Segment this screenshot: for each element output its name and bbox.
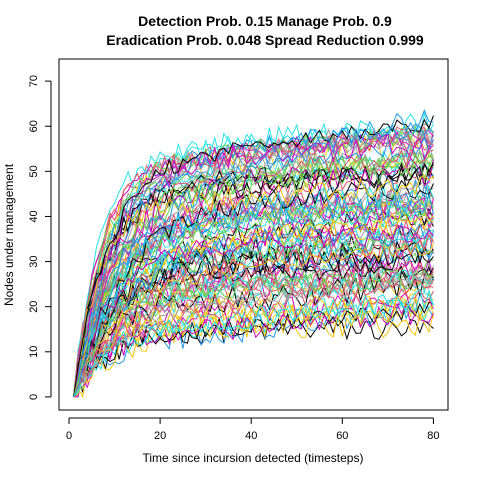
series-line bbox=[73, 276, 434, 398]
series-line bbox=[73, 162, 434, 397]
series-line bbox=[73, 178, 434, 398]
series-line bbox=[73, 241, 434, 398]
series-line bbox=[73, 115, 434, 397]
series-line bbox=[73, 174, 434, 397]
series-line bbox=[73, 183, 434, 397]
y-tick-label: 10 bbox=[28, 346, 40, 358]
series-line bbox=[73, 275, 434, 398]
plot-frame bbox=[58, 58, 449, 411]
y-tick-label: 40 bbox=[28, 210, 40, 222]
series-line bbox=[73, 136, 434, 397]
y-tick-label: 50 bbox=[28, 165, 40, 177]
series-line bbox=[73, 138, 434, 397]
x-axis: 0 20 40 60 80 bbox=[66, 417, 440, 442]
series-line bbox=[73, 288, 434, 398]
y-axis: 0 10 20 30 40 50 60 70 bbox=[28, 75, 52, 400]
y-tick-label: 20 bbox=[28, 301, 40, 313]
x-tick-label: 80 bbox=[427, 430, 439, 442]
y-tick-label: 0 bbox=[28, 394, 40, 400]
series-line bbox=[73, 210, 434, 398]
series-line bbox=[73, 227, 434, 398]
y-tick-label: 30 bbox=[28, 255, 40, 267]
series-line bbox=[73, 198, 434, 398]
x-tick-label: 20 bbox=[154, 430, 166, 442]
series-line bbox=[73, 193, 434, 398]
series-line bbox=[73, 109, 434, 398]
series-line bbox=[73, 233, 434, 398]
y-tick-label: 70 bbox=[28, 75, 40, 87]
series-line bbox=[73, 269, 434, 398]
x-tick-label: 40 bbox=[245, 430, 257, 442]
series-line bbox=[73, 151, 434, 397]
y-tick-label: 60 bbox=[28, 120, 40, 132]
x-tick-label: 60 bbox=[336, 430, 348, 442]
series-line bbox=[73, 124, 434, 397]
series-line bbox=[73, 148, 434, 398]
series-line bbox=[73, 248, 434, 397]
series-line bbox=[73, 295, 434, 398]
series-line bbox=[73, 123, 434, 398]
series-line bbox=[73, 243, 434, 398]
chart-title-line-2: Eradication Prob. 0.048 Spread Reduction… bbox=[106, 32, 424, 48]
series-line bbox=[73, 192, 434, 397]
chart-title-line-1: Detection Prob. 0.15 Manage Prob. 0.9 bbox=[138, 13, 392, 29]
x-tick-label: 0 bbox=[66, 430, 72, 442]
series-line bbox=[73, 228, 434, 398]
x-axis-label: Time since incursion detected (timesteps… bbox=[143, 451, 364, 465]
series-layer bbox=[73, 109, 434, 399]
series-line bbox=[73, 225, 434, 397]
y-axis-label: Nodes under management bbox=[2, 163, 16, 306]
series-line bbox=[73, 264, 434, 398]
